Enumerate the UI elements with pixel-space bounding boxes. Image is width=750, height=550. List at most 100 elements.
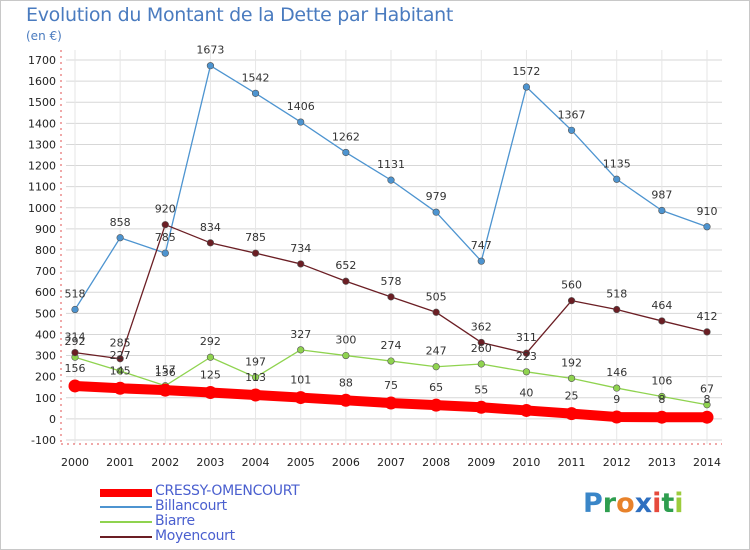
data-point xyxy=(703,223,711,231)
x-tick-label: 2013 xyxy=(648,456,676,469)
x-tick-label: 2003 xyxy=(196,456,224,469)
data-point xyxy=(161,249,169,257)
data-labels: 5188587851673154214061262113197974715721… xyxy=(65,44,718,407)
logo-letter: i xyxy=(674,488,684,519)
data-label: 1367 xyxy=(558,108,586,121)
y-tick-label: 900 xyxy=(35,223,56,236)
data-point xyxy=(113,381,127,395)
x-tick-label: 2000 xyxy=(61,456,89,469)
legend-label: Moyencourt xyxy=(155,528,235,544)
grid xyxy=(66,50,722,444)
data-label: 101 xyxy=(290,374,311,387)
data-point xyxy=(658,317,666,325)
data-label: 505 xyxy=(426,290,447,303)
data-label: 314 xyxy=(65,331,86,344)
data-label: 223 xyxy=(516,350,537,363)
data-point xyxy=(567,374,576,382)
data-point xyxy=(477,360,485,368)
data-point xyxy=(429,398,443,412)
data-point xyxy=(297,260,305,268)
data-point xyxy=(658,206,666,215)
x-tick-label: 2006 xyxy=(332,456,360,469)
legend-swatch xyxy=(100,536,152,538)
data-label: 362 xyxy=(471,320,492,333)
data-label: 113 xyxy=(245,371,266,384)
data-label: 464 xyxy=(651,299,672,312)
y-tick-label: 500 xyxy=(35,307,56,320)
y-tick-label: 1700 xyxy=(28,54,56,67)
data-point xyxy=(519,403,533,417)
data-label: 274 xyxy=(381,339,402,352)
data-point xyxy=(342,277,350,285)
data-point xyxy=(700,410,714,424)
x-tick-label: 2005 xyxy=(287,456,315,469)
y-tick-label: 1400 xyxy=(28,117,56,130)
x-tick-label: 2014 xyxy=(693,456,721,469)
data-label: 412 xyxy=(697,310,718,323)
data-label: 67 xyxy=(700,383,714,396)
data-label: 920 xyxy=(155,203,176,216)
data-point xyxy=(161,221,169,229)
data-point xyxy=(339,393,353,407)
data-point xyxy=(474,400,488,414)
data-label: 9 xyxy=(613,393,620,406)
legend-swatch xyxy=(100,506,152,508)
data-label: 145 xyxy=(110,364,131,377)
data-point xyxy=(342,351,350,360)
data-label: 834 xyxy=(200,221,221,234)
y-tick-label: 200 xyxy=(35,371,56,384)
data-point xyxy=(71,305,79,314)
x-tick-label: 2001 xyxy=(106,456,134,469)
series-billancourt xyxy=(71,62,711,314)
data-point xyxy=(203,386,217,399)
data-point xyxy=(384,396,398,410)
data-point xyxy=(387,293,395,301)
data-point xyxy=(432,208,440,216)
data-point xyxy=(613,305,621,314)
data-label: 979 xyxy=(426,190,447,203)
y-tick-label: 700 xyxy=(35,265,56,278)
data-point xyxy=(565,407,579,421)
legend-label: CRESSY-OMENCOURT xyxy=(155,483,300,499)
data-label: 747 xyxy=(471,239,492,252)
data-label: 1262 xyxy=(332,130,360,143)
data-label: 227 xyxy=(110,349,131,362)
y-tick-label: 800 xyxy=(35,244,56,257)
data-point xyxy=(387,176,395,184)
data-point xyxy=(206,239,215,247)
y-tick-label: 1100 xyxy=(28,181,56,194)
legend-swatch xyxy=(100,489,152,497)
chart-subtitle: (en €) xyxy=(26,29,62,43)
axes: -100 0 100 200 300 400 500 600 700 800 900 1000 1100… xyxy=(28,50,722,469)
data-point xyxy=(206,353,215,361)
data-point xyxy=(297,118,305,126)
y-tick-label: 1600 xyxy=(28,75,56,88)
data-point xyxy=(477,338,485,347)
data-point xyxy=(613,175,621,183)
data-label: 136 xyxy=(155,366,176,379)
data-label: 146 xyxy=(606,366,627,379)
legend-swatch xyxy=(100,521,152,523)
logo-letter: x xyxy=(634,488,653,519)
x-tick-label: 2008 xyxy=(422,456,450,469)
data-point xyxy=(251,249,260,257)
data-point xyxy=(522,368,531,376)
data-label: 292 xyxy=(200,335,221,348)
data-label: 25 xyxy=(565,390,579,403)
logo-letter: r xyxy=(602,488,617,519)
data-label: 88 xyxy=(339,376,353,389)
y-tick-label: 100 xyxy=(35,392,56,405)
data-label: 785 xyxy=(155,231,176,244)
data-label: 518 xyxy=(65,288,86,301)
data-label: 156 xyxy=(65,362,86,375)
data-label: 1572 xyxy=(512,65,540,78)
data-point xyxy=(116,367,124,375)
data-point xyxy=(68,379,82,393)
data-label: 327 xyxy=(290,328,311,341)
data-label: 285 xyxy=(110,337,131,350)
data-point xyxy=(294,391,308,405)
data-label: 197 xyxy=(245,355,266,368)
data-point xyxy=(116,355,124,363)
data-label: 75 xyxy=(384,379,398,392)
data-point xyxy=(610,410,624,424)
